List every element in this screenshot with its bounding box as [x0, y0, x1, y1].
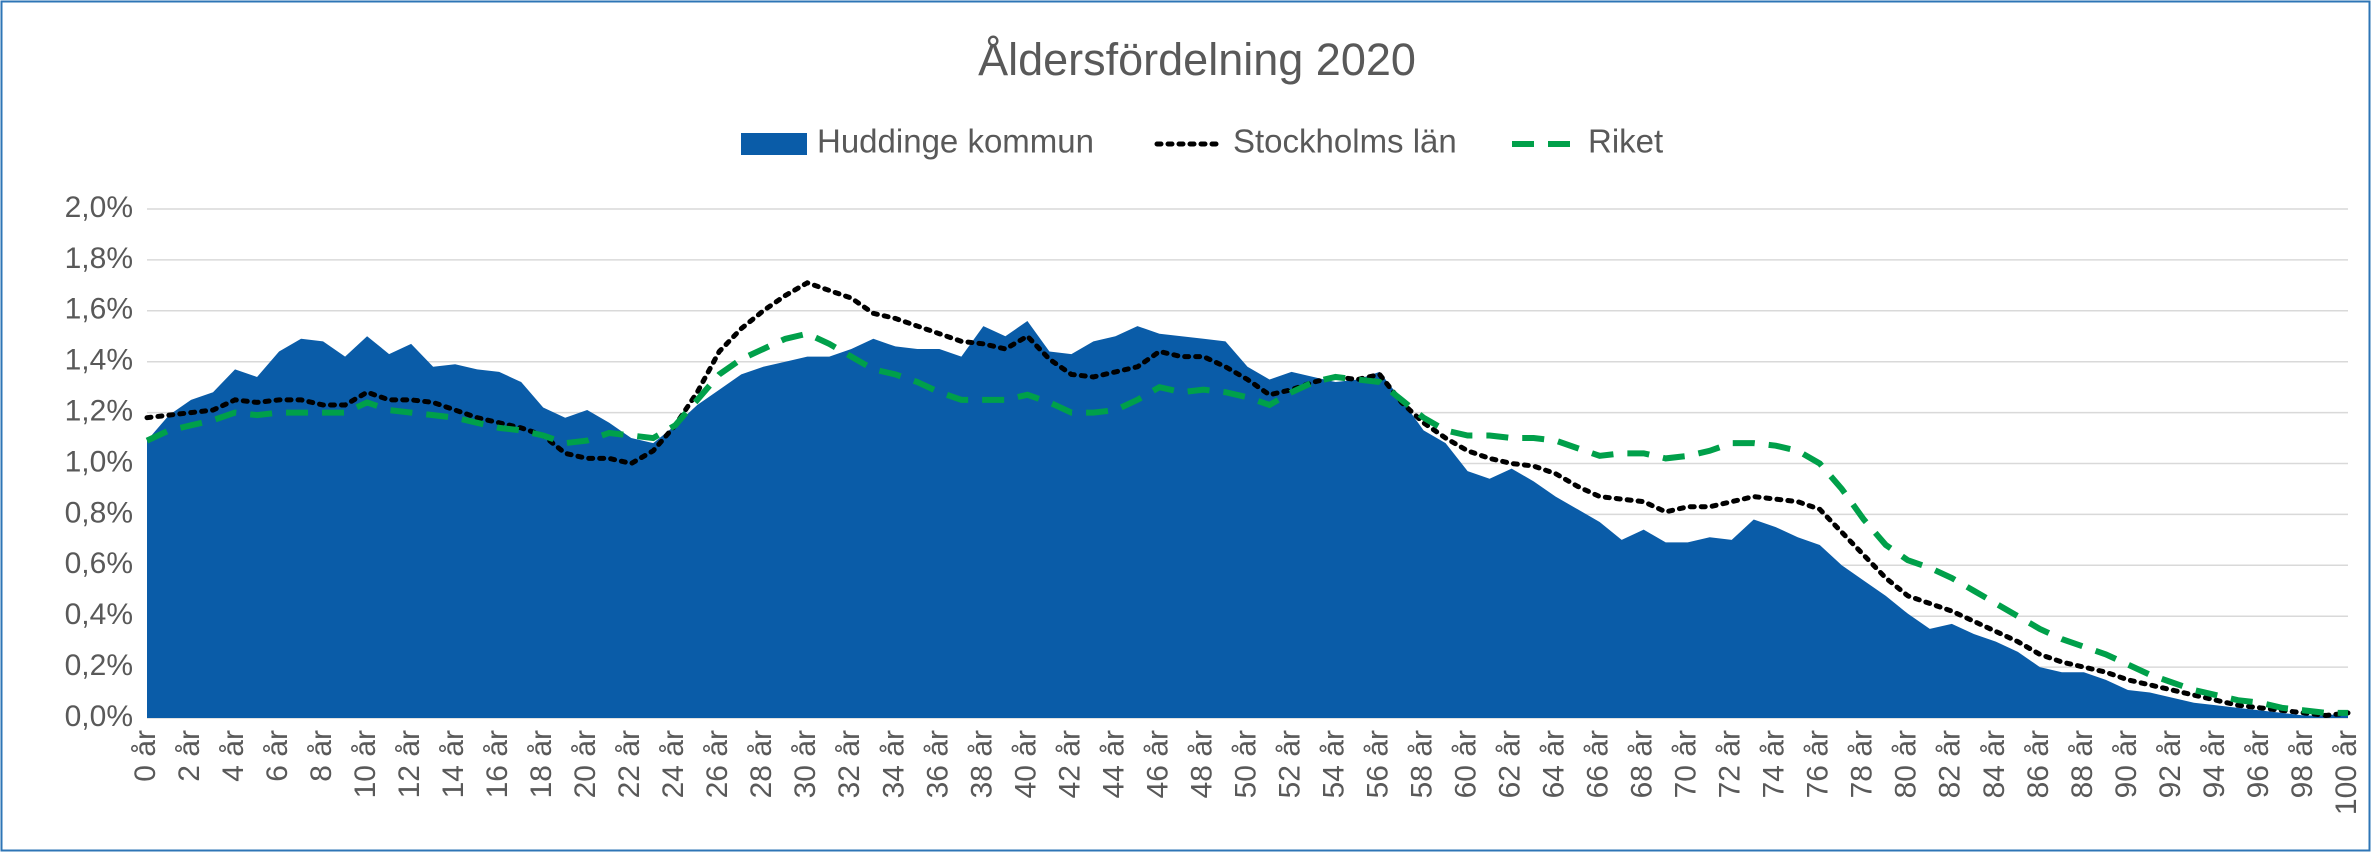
y-tick-label: 0,0% [65, 700, 133, 733]
x-tick-label: 64 år [1538, 730, 1571, 798]
x-tick-label: 46 år [1141, 730, 1174, 798]
x-tick-label: 76 år [1802, 730, 1835, 798]
x-tick-label: 58 år [1406, 730, 1439, 798]
chart-title: Åldersfördelning 2020 [978, 34, 1416, 85]
x-tick-label: 66 år [1582, 730, 1615, 798]
y-tick-label: 1,2% [65, 395, 133, 428]
x-tick-label: 4 år [217, 730, 250, 782]
x-tick-label: 100 år [2330, 730, 2363, 815]
y-tick-label: 0,6% [65, 547, 133, 580]
x-tick-label: 6 år [261, 730, 294, 782]
x-tick-label: 72 år [1714, 730, 1747, 798]
legend-label: Huddinge kommun [817, 123, 1094, 160]
x-tick-label: 20 år [569, 730, 602, 798]
x-tick-label: 2 år [173, 730, 206, 782]
y-tick-label: 1,6% [65, 293, 133, 326]
y-tick-label: 0,2% [65, 649, 133, 682]
line [145, 330, 2348, 716]
x-tick-label: 50 år [1229, 730, 1262, 798]
x-tick-label: 12 år [393, 730, 426, 798]
x-tick-label: 28 år [745, 730, 778, 798]
y-tick-label: 1,0% [65, 445, 133, 478]
x-tick-label: 70 år [1670, 730, 1703, 798]
x-tick-label: 48 år [1185, 730, 1218, 798]
x-tick-label: 24 år [657, 730, 690, 798]
x-tick-label: 98 år [2286, 730, 2319, 798]
x-tick-label: 52 år [1273, 730, 1306, 798]
x-tick-label: 0 år [129, 730, 162, 782]
x-tick-label: 74 år [1758, 730, 1791, 798]
y-tick-label: 2,0% [65, 191, 133, 224]
x-tick-label: 44 år [1097, 730, 1130, 798]
legend-swatch [741, 133, 807, 155]
x-tick-label: 92 år [2154, 730, 2187, 798]
y-tick-label: 1,8% [65, 242, 133, 275]
y-tick-label: 1,4% [65, 344, 133, 377]
y-tick-label: 0,8% [65, 496, 133, 529]
x-tick-label: 36 år [921, 730, 954, 798]
x-tick-label: 10 år [349, 730, 382, 798]
x-tick-label: 16 år [481, 730, 514, 798]
legend-label: Riket [1588, 123, 1663, 160]
x-tick-label: 56 år [1361, 730, 1394, 798]
area [147, 320, 2348, 718]
x-tick-label: 60 år [1450, 730, 1483, 798]
x-tick-label: 18 år [525, 730, 558, 798]
x-tick-label: 78 år [1846, 730, 1879, 798]
x-tick-label: 14 år [437, 730, 470, 798]
x-tick-label: 86 år [2022, 730, 2055, 798]
x-tick-label: 90 år [2110, 730, 2143, 798]
x-tick-label: 96 år [2242, 730, 2275, 798]
x-tick-label: 42 år [1053, 730, 1086, 798]
x-tick-label: 30 år [789, 730, 822, 798]
x-tick-label: 26 år [701, 730, 734, 798]
line [144, 280, 2351, 718]
x-tick-label: 84 år [1978, 730, 2011, 798]
x-tick-label: 8 år [305, 730, 338, 782]
x-tick-label: 38 år [965, 730, 998, 798]
legend-label: Stockholms län [1233, 123, 1457, 160]
x-tick-label: 32 år [833, 730, 866, 798]
x-tick-label: 80 år [1890, 730, 1923, 798]
x-tick-label: 94 år [2198, 730, 2231, 798]
x-tick-label: 88 år [2066, 730, 2099, 798]
x-tick-label: 68 år [1626, 730, 1659, 798]
x-tick-label: 82 år [1934, 730, 1967, 798]
x-tick-label: 54 år [1317, 730, 1350, 798]
x-tick-label: 62 år [1494, 730, 1527, 798]
x-tick-label: 22 år [613, 730, 646, 798]
x-tick-label: 40 år [1009, 730, 1042, 798]
y-tick-label: 0,4% [65, 598, 133, 631]
x-tick-label: 34 år [877, 730, 910, 798]
